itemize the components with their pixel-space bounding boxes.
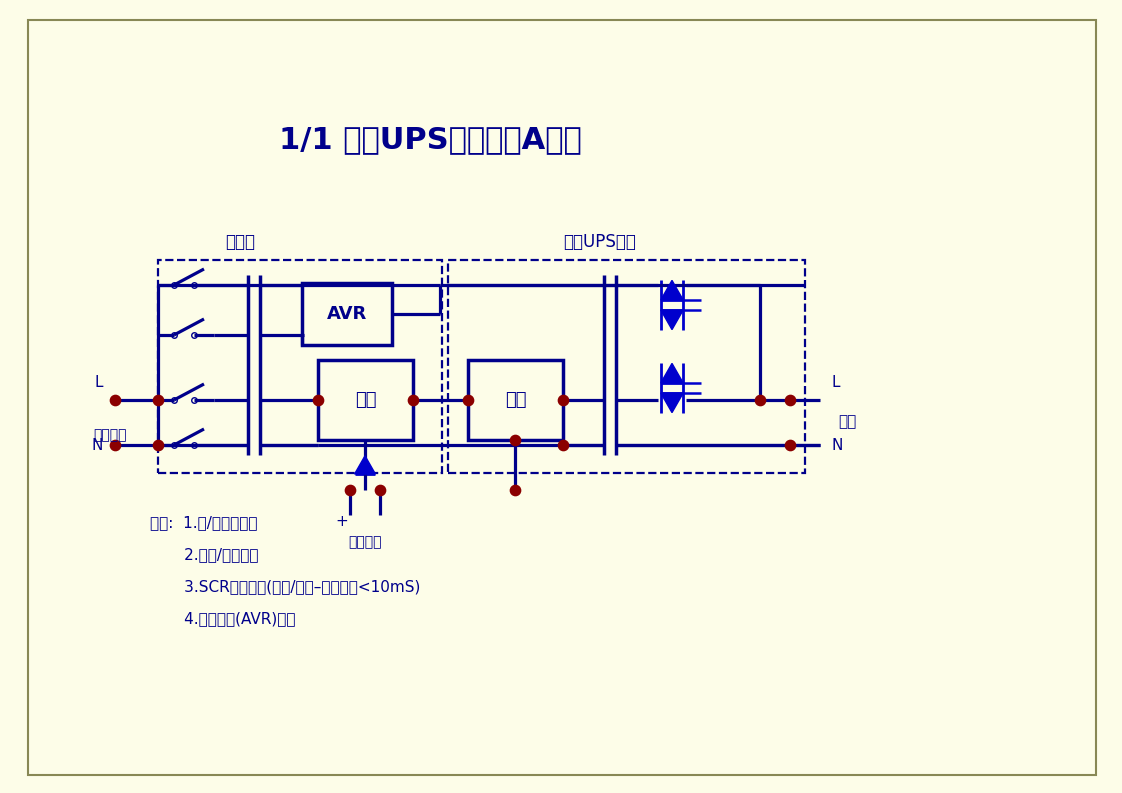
Polygon shape [661,393,683,412]
Point [506,484,524,496]
Bar [448,260,804,473]
Bar [318,360,413,440]
Polygon shape [661,310,683,330]
Text: 旁路柜: 旁路柜 [226,233,255,251]
Text: L: L [833,375,840,390]
Point [751,393,769,406]
Text: 至直流屏: 至直流屏 [348,535,381,549]
Point [105,439,123,451]
Bar [158,260,442,473]
Text: N: N [833,438,844,453]
Point [781,439,799,451]
Point [554,393,572,406]
Point [459,393,477,406]
Point [371,484,389,496]
Polygon shape [661,281,683,300]
Text: +: + [335,515,348,530]
Point [149,439,167,451]
Point [554,439,572,451]
Text: 负载: 负载 [838,415,856,430]
Point [309,393,327,406]
Text: AVR: AVR [327,305,367,323]
Text: 2.输入/输出隔离: 2.输入/输出隔离 [150,547,258,562]
Text: N: N [92,438,103,453]
Bar [468,360,563,440]
Text: 逆变: 逆变 [505,391,526,409]
Polygon shape [355,456,376,474]
Point [341,484,359,496]
Point [404,393,422,406]
Polygon shape [661,363,683,383]
Text: 市电输入: 市电输入 [93,428,127,442]
Point [781,393,799,406]
Point [149,393,167,406]
Text: 3.SCR静态开关(旁路/逆变–切换时间<10mS): 3.SCR静态开关(旁路/逆变–切换时间<10mS) [150,580,421,595]
Text: L: L [94,375,103,390]
Text: 特点:  1.交/直流全隔离: 特点: 1.交/直流全隔离 [150,515,258,531]
Text: 整流: 整流 [355,391,376,409]
Bar [302,283,392,345]
Text: 4.旁路稳压(AVR)输出: 4.旁路稳压(AVR)输出 [150,611,295,626]
Point [506,434,524,446]
Text: 1/1 电力UPS标准配置A方案: 1/1 电力UPS标准配置A方案 [278,125,581,155]
Point [105,393,123,406]
Text: 电力UPS主柜: 电力UPS主柜 [563,233,636,251]
